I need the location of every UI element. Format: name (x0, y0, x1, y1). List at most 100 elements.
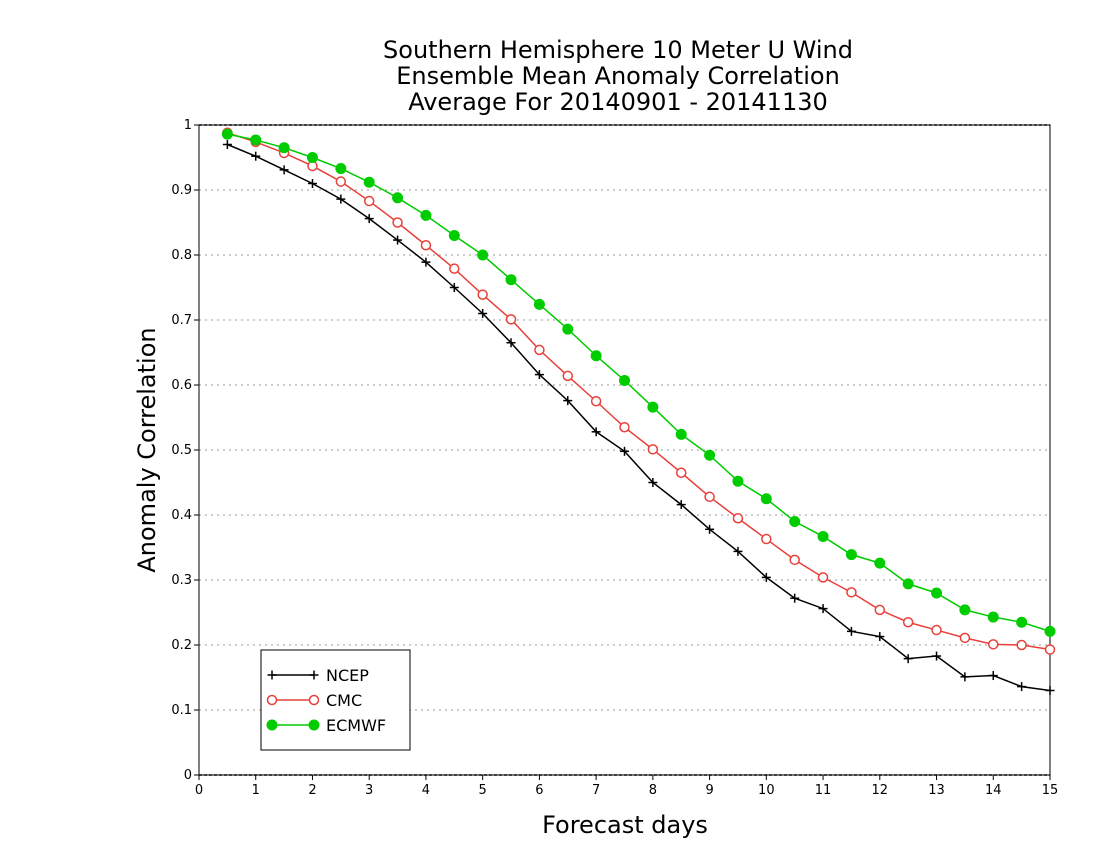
y-tick-label: 0 (184, 768, 192, 783)
y-tick-label: 0.4 (171, 508, 192, 523)
x-tick-label: 12 (872, 783, 889, 798)
x-tick-label: 15 (1042, 783, 1059, 798)
x-tick-label: 6 (535, 783, 543, 798)
data-point-cmc (1016, 639, 1027, 651)
data-point-cmc (675, 467, 687, 478)
data-point-ecmwf (931, 587, 943, 599)
data-point-ecmwf (505, 274, 517, 286)
x-tick-label: 14 (985, 783, 1002, 798)
data-point-cmc (931, 624, 942, 636)
series-line-cmc (227, 132, 1051, 651)
series-layer (221, 127, 1056, 695)
data-point-ecmwf (647, 401, 659, 413)
x-tick-label: 13 (928, 783, 945, 798)
data-point-ecmwf (619, 374, 630, 386)
data-point-ncep (222, 140, 232, 149)
legend-marker-cmc (266, 694, 278, 706)
y-tick-label: 0.2 (171, 638, 192, 653)
data-point-ncep (790, 593, 800, 603)
data-point-ecmwf (363, 176, 375, 188)
legend-marker-cmc (308, 694, 320, 706)
data-point-cmc (817, 572, 829, 583)
data-point-cmc (846, 587, 857, 598)
x-tick-label: 11 (815, 783, 832, 798)
series-line-ecmwf (227, 133, 1051, 633)
data-point-cmc (704, 491, 715, 503)
x-tick-label: 2 (308, 783, 316, 798)
y-tick-label: 0.6 (171, 378, 192, 393)
data-point-ecmwf (1044, 625, 1056, 637)
data-point-ecmwf (221, 128, 233, 140)
data-point-ncep (875, 632, 885, 642)
axis-ticks: 00.10.20.30.40.50.60.70.80.910 1 2 3 4 5 6 7 8 9 1… (171, 118, 1058, 798)
data-point-ecmwf (732, 475, 744, 487)
y-tick-label: 0.3 (171, 573, 192, 588)
data-point-ecmwf (760, 493, 772, 505)
data-point-ecmwf (874, 557, 886, 569)
y-tick-label: 0.1 (171, 703, 192, 718)
legend-label-cmc: CMC (326, 691, 362, 710)
data-point-ecmwf (959, 604, 971, 616)
data-point-cmc (988, 639, 999, 650)
data-point-ecmwf (448, 230, 460, 241)
y-tick-label: 0.5 (171, 443, 192, 458)
data-point-ncep (506, 338, 516, 348)
y-tick-label: 0.9 (171, 183, 192, 198)
data-point-ncep (364, 214, 374, 224)
data-point-ecmwf (1016, 616, 1028, 628)
x-tick-label: 7 (592, 783, 600, 798)
legend-label-ecmwf: ECMWF (326, 716, 386, 735)
data-point-ncep (307, 179, 317, 188)
data-point-cmc (420, 240, 432, 251)
data-point-ncep (421, 257, 431, 267)
data-point-ecmwf (845, 549, 857, 561)
x-tick-label: 8 (649, 783, 657, 798)
chart-title-line-1: Southern Hemisphere 10 Meter U Wind (383, 36, 853, 64)
data-point-ncep (932, 651, 942, 661)
data-point-cmc (392, 217, 403, 228)
data-point-ecmwf (675, 428, 687, 440)
data-point-ecmwf (278, 142, 290, 154)
legend-marks (266, 670, 320, 731)
y-tick-label: 0.8 (171, 248, 192, 263)
data-point-ecmwf (789, 516, 801, 527)
data-point-cmc (902, 617, 914, 628)
data-point-ecmwf (420, 209, 432, 221)
data-point-ncep (279, 165, 289, 175)
data-point-ecmwf (250, 134, 262, 146)
y-tick-label: 1 (184, 118, 192, 133)
data-point-cmc (505, 314, 517, 325)
data-point-ecmwf (817, 530, 829, 542)
data-point-cmc (619, 422, 630, 433)
x-tick-label: 0 (195, 783, 203, 798)
chart-title-line-2: Ensemble Mean Anomaly Correlation (396, 62, 840, 90)
data-point-ncep (591, 427, 601, 437)
data-point-ecmwf (392, 192, 404, 204)
data-point-ecmwf (477, 249, 489, 261)
series-line-ncep (227, 143, 1051, 692)
legend-label-ncep: NCEP (326, 666, 369, 685)
data-point-cmc (959, 632, 971, 644)
data-point-ncep (988, 671, 998, 681)
data-point-ecmwf (902, 578, 914, 590)
legend-marker-ecmwf (308, 719, 320, 731)
data-point-cmc (449, 263, 460, 274)
data-point-ncep (478, 309, 488, 318)
data-point-cmc (590, 396, 602, 407)
data-point-cmc (647, 444, 659, 455)
legend: NCEP CMC ECMWF (260, 649, 411, 751)
series-ecmwf (221, 128, 1056, 637)
data-point-ncep (393, 235, 403, 245)
legend-marker-ncep (267, 670, 277, 680)
data-point-cmc (534, 344, 545, 356)
data-point-ncep (960, 672, 970, 682)
data-point-ncep (1045, 686, 1055, 695)
data-point-cmc (335, 176, 347, 187)
data-point-ncep (761, 572, 771, 582)
x-tick-label: 5 (479, 783, 487, 798)
data-point-ecmwf (704, 449, 716, 461)
data-point-ncep (903, 654, 913, 664)
data-point-ncep (648, 478, 658, 487)
data-point-cmc (874, 604, 886, 616)
